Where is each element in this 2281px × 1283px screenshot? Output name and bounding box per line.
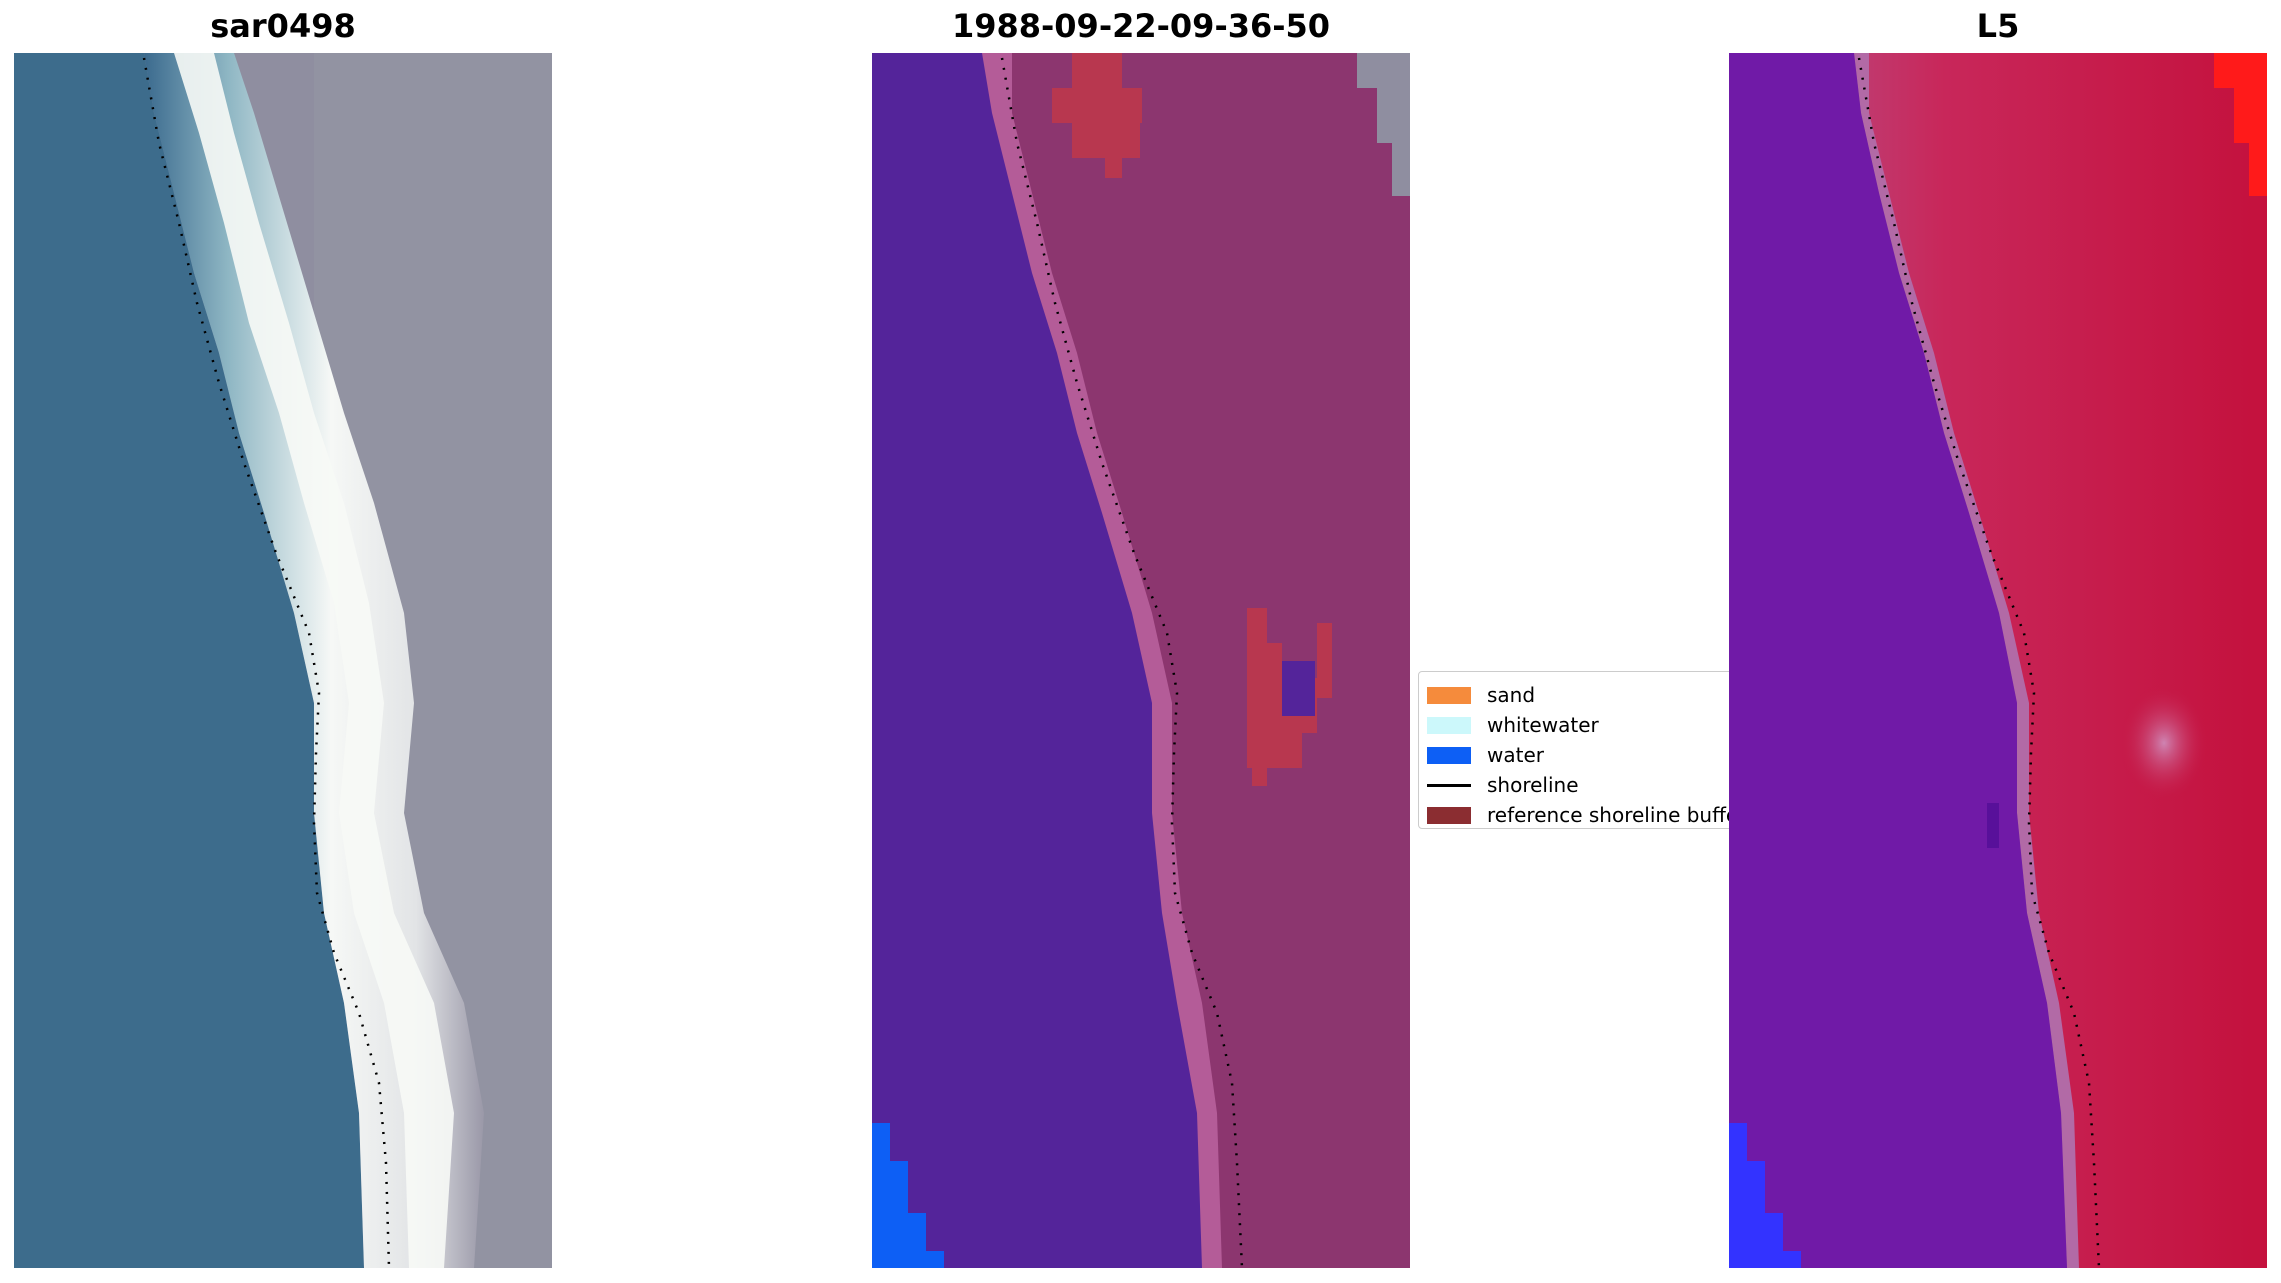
shoreline-line: [1000, 57, 1244, 1268]
legend-label: sand: [1487, 683, 1536, 707]
index-panel: [1729, 53, 2267, 1268]
legend-label: reference shoreline buffer: [1487, 803, 1747, 827]
shoreline-line-swatch: [1427, 783, 1471, 787]
water-swatch: [1427, 746, 1471, 764]
water-class: [872, 53, 1202, 1268]
legend-item-sand: sand: [1427, 682, 1535, 708]
legend-item-shoreline: shoreline: [1427, 772, 1579, 798]
water-area: [14, 53, 364, 1268]
red-patch-top: [1052, 53, 1142, 178]
panel-title-rgb: sar0498: [210, 7, 356, 45]
classification-panel: [872, 53, 1410, 1268]
water-blue-corner: [872, 1123, 944, 1268]
legend-label: shoreline: [1487, 773, 1579, 797]
sand-swatch: [1427, 686, 1471, 704]
panel-title-classification: 1988-09-22-09-36-50: [951, 7, 1331, 45]
classification-image: [872, 53, 1410, 1268]
water-index: [1729, 53, 2067, 1268]
index-image: [1729, 53, 2267, 1268]
legend-label: water: [1487, 743, 1544, 767]
rgb-image: [14, 53, 552, 1268]
panel-title-index: L5: [1976, 7, 2020, 45]
rgb-image-panel: [14, 53, 552, 1268]
buffer-swatch: [1427, 806, 1471, 824]
shoreline-line: [142, 57, 391, 1268]
legend-label: whitewater: [1487, 713, 1599, 737]
shoreline-line: [1857, 57, 2101, 1268]
whitewater-swatch: [1427, 716, 1471, 734]
legend-item-whitewater: whitewater: [1427, 712, 1599, 738]
legend-item-water: water: [1427, 742, 1544, 768]
max-index-corner: [2214, 53, 2267, 196]
water-blue-corner: [1729, 1123, 1801, 1268]
legend-item-reference-buffer: reference shoreline buffer: [1427, 802, 1746, 828]
grey-corner: [1357, 53, 1410, 196]
